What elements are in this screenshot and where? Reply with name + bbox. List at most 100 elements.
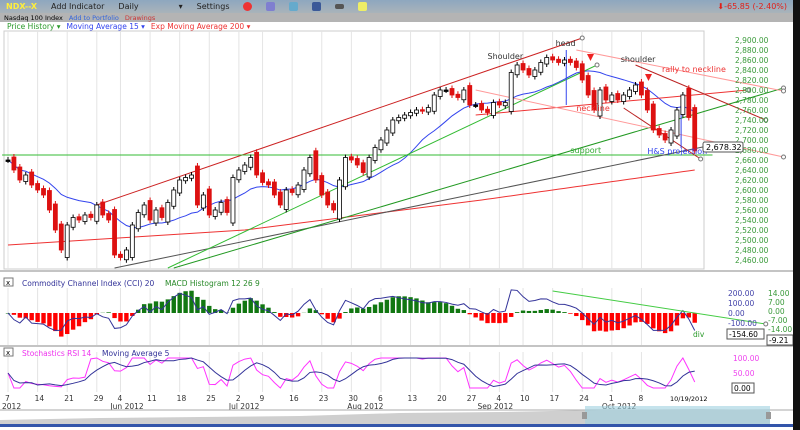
candle-body xyxy=(325,191,331,206)
candle-body xyxy=(680,94,686,115)
candle-body xyxy=(366,157,372,178)
candle-body xyxy=(295,184,301,196)
note-icon[interactable] xyxy=(358,2,368,11)
candle-body xyxy=(390,119,396,134)
trendline-handle xyxy=(698,156,704,162)
stoch-value: 0.00 xyxy=(734,384,751,393)
candle-body xyxy=(508,72,514,112)
macd-bar xyxy=(313,310,319,313)
candle-body xyxy=(35,183,40,191)
macd-bar xyxy=(355,307,360,313)
end-date: 10/19/2012 xyxy=(670,395,707,403)
macd-bar xyxy=(331,313,336,323)
candle-body xyxy=(591,90,597,111)
candle-body xyxy=(230,177,236,224)
stoch-ma-label[interactable]: Moving Average 5 xyxy=(102,349,170,358)
candle-body xyxy=(514,64,520,76)
candle-body xyxy=(106,213,112,221)
close-stoch-button[interactable] xyxy=(3,347,14,357)
candle-body xyxy=(206,188,212,216)
add-indicator-button[interactable]: Add Indicator xyxy=(51,2,105,11)
alarm-icon[interactable] xyxy=(243,2,253,11)
date-tick: 24 xyxy=(579,394,589,403)
macd-bar xyxy=(580,313,585,321)
candle-body xyxy=(479,103,485,111)
legend-ema200-label: Exp Moving Average 200 xyxy=(150,22,245,31)
symbol[interactable]: NDX--X xyxy=(6,2,38,11)
macd-value-box xyxy=(766,334,793,346)
macd-bar xyxy=(284,313,289,318)
candle-body xyxy=(242,164,248,172)
stoch-value-box xyxy=(731,382,755,394)
macd-bar xyxy=(76,313,82,327)
candle-body xyxy=(189,174,194,179)
candle-body xyxy=(603,86,609,101)
price-tick: 2,560.00 xyxy=(735,206,769,215)
macd-bar xyxy=(473,313,478,318)
candle-body xyxy=(254,151,260,176)
candle-body xyxy=(118,253,123,258)
stoch-label[interactable]: Stochastics RSI 14 xyxy=(22,349,91,358)
macd-bar xyxy=(686,313,691,318)
period-select[interactable]: Daily ▾ xyxy=(118,2,182,11)
macd-tick: -14.00 xyxy=(768,325,792,334)
legend-ma15[interactable]: Moving Average 15 ▾ xyxy=(66,22,145,31)
macd-bar xyxy=(514,312,520,313)
candle-body xyxy=(88,213,94,218)
facebook-icon[interactable] xyxy=(312,2,322,11)
twitter-icon[interactable] xyxy=(289,2,299,11)
trendline-handle xyxy=(745,87,751,93)
macd-bar xyxy=(414,298,419,313)
candle-body xyxy=(615,93,621,101)
print-icon[interactable] xyxy=(335,4,345,9)
candle-body xyxy=(455,93,461,98)
down-arrow-icon xyxy=(645,74,652,81)
candle-body xyxy=(47,190,52,211)
annotation-label: head xyxy=(556,39,576,48)
candle-body xyxy=(378,139,384,151)
cci-value-box xyxy=(726,328,765,340)
candle-body xyxy=(159,207,165,218)
candle-body xyxy=(17,166,23,181)
price-tick: 2,520.00 xyxy=(735,226,769,235)
legend-ema200[interactable]: Exp Moving Average 200 ▾ xyxy=(150,22,251,31)
add-to-portfolio-link[interactable]: Add to Portfolio xyxy=(68,13,119,22)
navigator-right-handle[interactable] xyxy=(766,412,771,419)
macd-bar xyxy=(633,313,638,323)
annotations: Shoulder head shoulder neckline rally to nec… xyxy=(488,39,726,156)
cci-label[interactable]: Commodity Channel Index (CCI) 20 xyxy=(22,279,155,288)
annotation-label: support xyxy=(570,146,601,155)
candle-body xyxy=(319,175,325,196)
legend-price-history[interactable]: Price History ▾ xyxy=(7,22,61,31)
cci-tick: -100.00 xyxy=(728,319,757,328)
month-tick: Sep 2012 xyxy=(478,402,514,411)
stoch-tick: 50.00 xyxy=(733,369,755,378)
price-axis: 2,460.002,480.002,500.002,520.002,540.00… xyxy=(735,36,769,265)
date-tick: 14 xyxy=(35,394,45,403)
navigator-window[interactable] xyxy=(585,406,770,424)
macd-bar xyxy=(260,304,265,313)
date-tick: 7 xyxy=(5,394,10,403)
navigator-left-handle[interactable] xyxy=(582,412,587,419)
navigator-bar[interactable] xyxy=(0,424,793,427)
cci-tick: 100.00 xyxy=(728,299,754,308)
book-icon[interactable] xyxy=(266,2,276,11)
index-name: Nasdaq 100 Index xyxy=(4,13,63,22)
macd-bar xyxy=(136,309,141,313)
last-price-box xyxy=(702,141,744,153)
candle-body xyxy=(644,90,650,111)
close-cci-button[interactable] xyxy=(3,277,14,287)
macd-label[interactable]: MACD Histogram 12 26 9 xyxy=(165,279,260,288)
drawings-link[interactable]: Drawings xyxy=(124,13,156,22)
price-tick: 2,780.00 xyxy=(735,96,769,105)
month-tick: 2012 xyxy=(2,402,21,411)
candle-body xyxy=(331,203,337,211)
settings-button[interactable]: Settings xyxy=(196,2,230,11)
macd-tick: 7.00 xyxy=(768,298,785,307)
macd-tick: -7.00 xyxy=(768,316,788,325)
candle-body xyxy=(485,108,490,113)
macd-bar xyxy=(325,313,330,319)
candle-body xyxy=(348,156,354,161)
legend-price-history-label: Price History xyxy=(7,22,55,31)
cci-value: -154.60 xyxy=(729,330,758,339)
